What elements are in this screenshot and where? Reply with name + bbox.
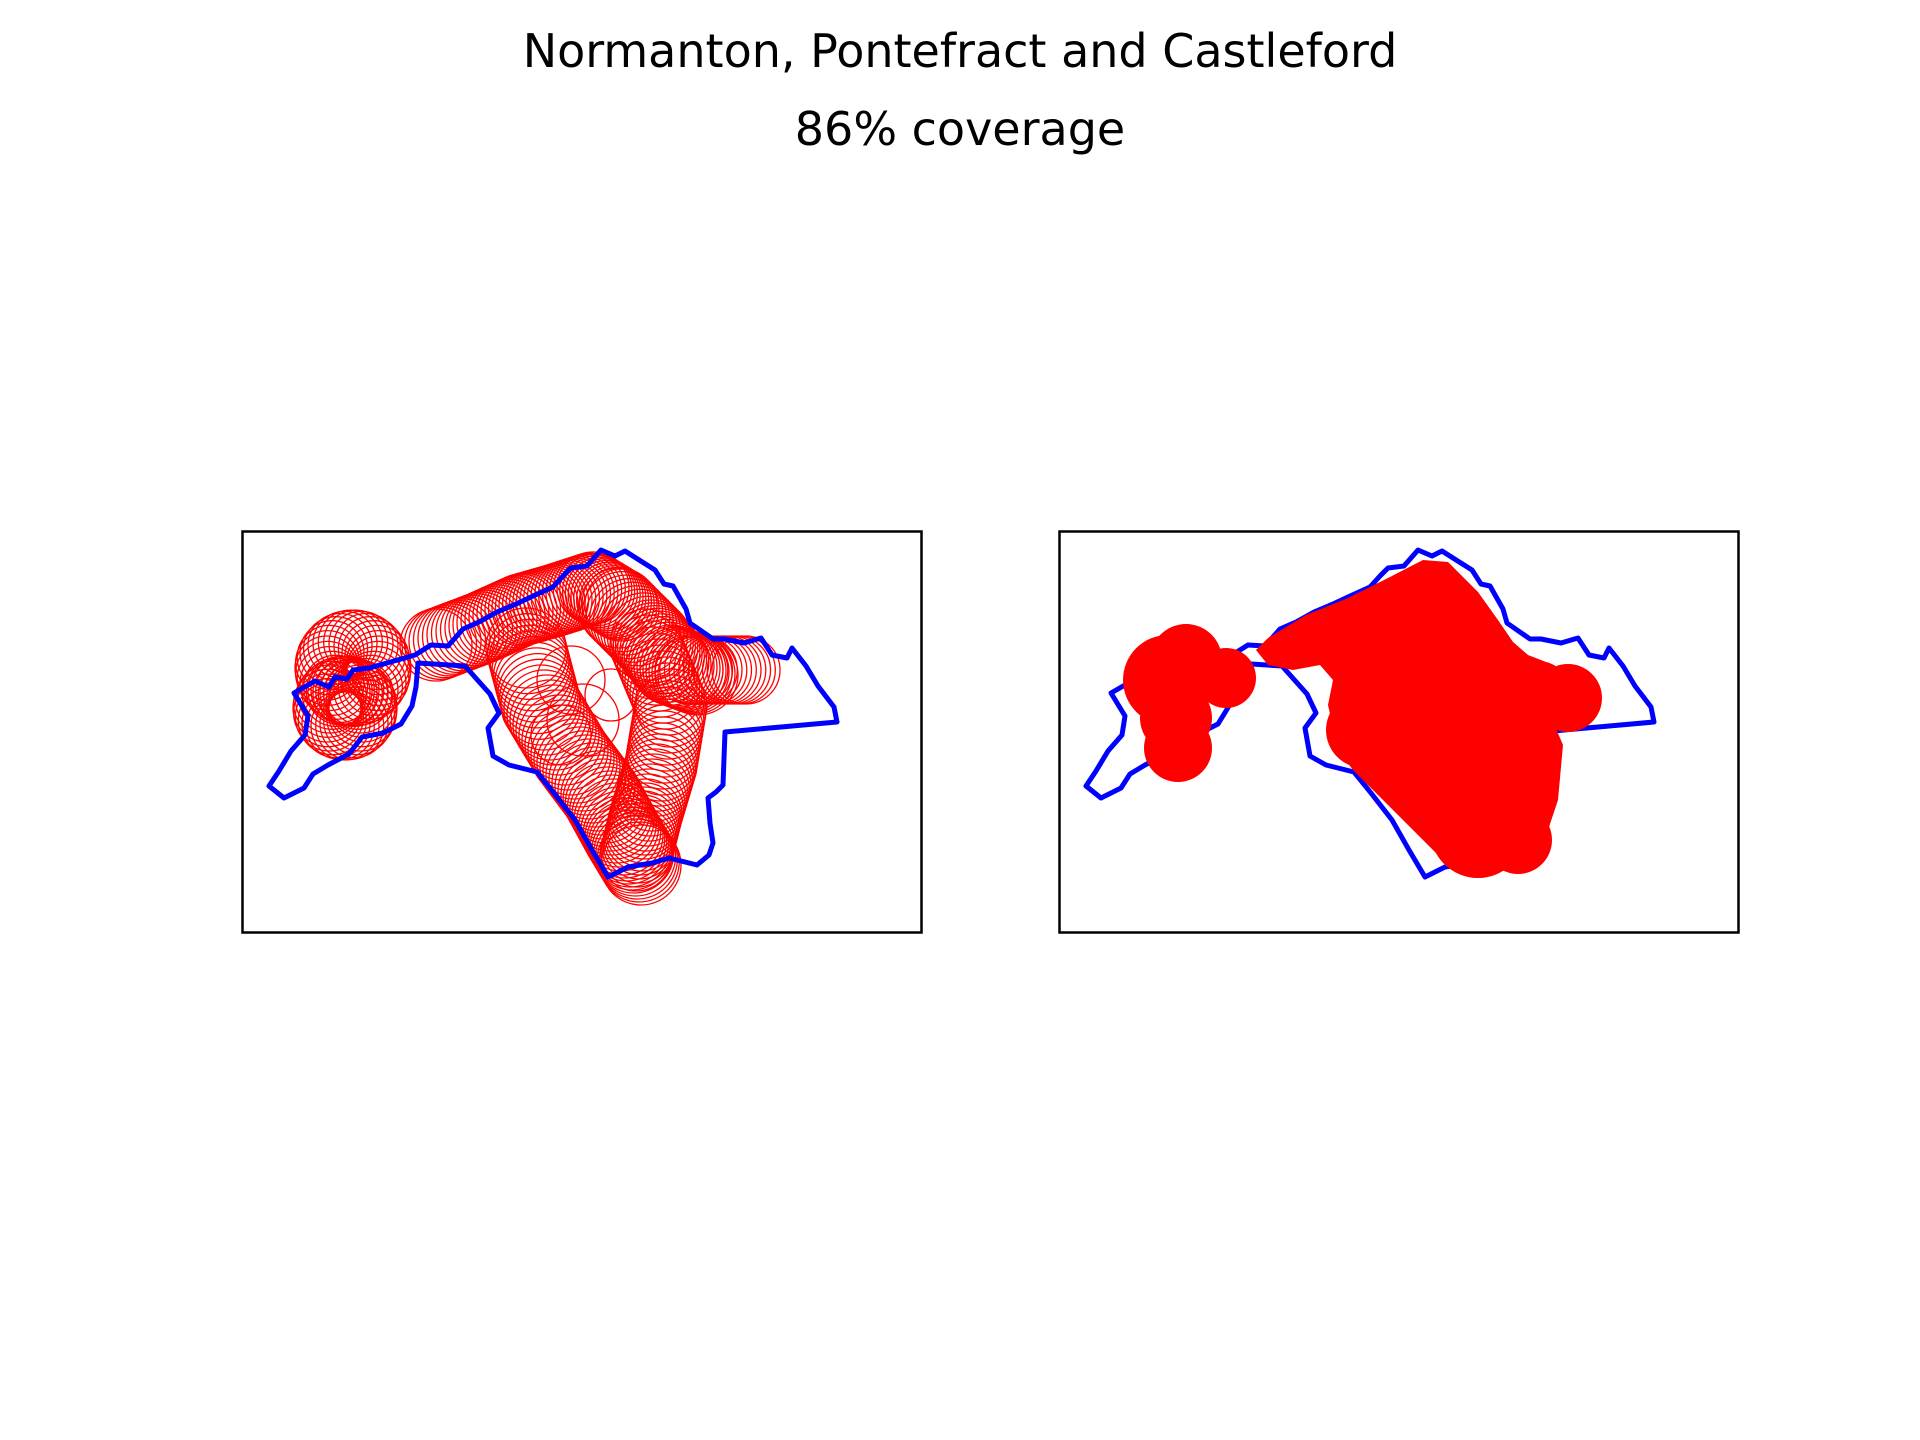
- coverage-circle: [573, 561, 647, 635]
- map-panel-circles: [241, 530, 923, 934]
- coverage-circle: [518, 694, 600, 776]
- coverage-circle: [488, 618, 570, 701]
- coverage-blob: [1326, 692, 1402, 768]
- figure-title: Normanton, Pontefract and Castleford: [522, 24, 1398, 78]
- coverage-circle: [536, 645, 606, 715]
- coverage-circle: [584, 668, 638, 722]
- coverage-circle: [614, 604, 697, 687]
- coverage-fill-group: [1123, 560, 1602, 878]
- coverage-circle: [711, 635, 781, 705]
- panel-frame: [241, 530, 923, 934]
- coverage-circle: [530, 704, 592, 766]
- coverage-blob: [1504, 661, 1572, 729]
- coverage-circle: [292, 668, 363, 738]
- constituency-boundary: [266, 547, 840, 880]
- coverage-circle: [599, 818, 673, 892]
- coverage-circle: [600, 814, 674, 888]
- coverage-circle: [489, 624, 572, 706]
- coverage-circle: [325, 682, 396, 752]
- coverage-subtitle: 86% coverage: [794, 102, 1126, 156]
- coverage-circle: [301, 657, 371, 728]
- coverage-circle: [533, 718, 615, 800]
- coverage-circle: [530, 714, 612, 796]
- coverage-circle: [492, 635, 575, 718]
- coverage-circle: [315, 655, 385, 726]
- coverage-blob: [1484, 806, 1552, 874]
- coverage-circle: [601, 810, 675, 884]
- coverage-circle: [491, 630, 573, 712]
- coverage-circle: [319, 688, 389, 759]
- coverage-circle: [468, 580, 542, 654]
- coverage-circle: [602, 806, 676, 880]
- coverage-circle: [328, 610, 394, 676]
- panel-frame: [1058, 530, 1740, 934]
- coverage-circle: [319, 657, 389, 728]
- coverage-circle: [521, 699, 603, 781]
- coverage-circle: [301, 688, 371, 759]
- coverage-circles-group: [292, 551, 781, 906]
- map-panel-filled: [1058, 530, 1740, 934]
- coverage-circle: [464, 582, 538, 656]
- coverage-blob: [1196, 648, 1256, 708]
- coverage-circle: [323, 660, 393, 730]
- coverage-circle: [325, 664, 396, 734]
- coverage-circle: [512, 684, 594, 766]
- coverage-circle: [494, 641, 576, 723]
- coverage-circle: [323, 609, 389, 675]
- coverage-circle: [337, 616, 404, 682]
- coverage-circle: [657, 634, 739, 716]
- coverage-blob: [1144, 714, 1212, 782]
